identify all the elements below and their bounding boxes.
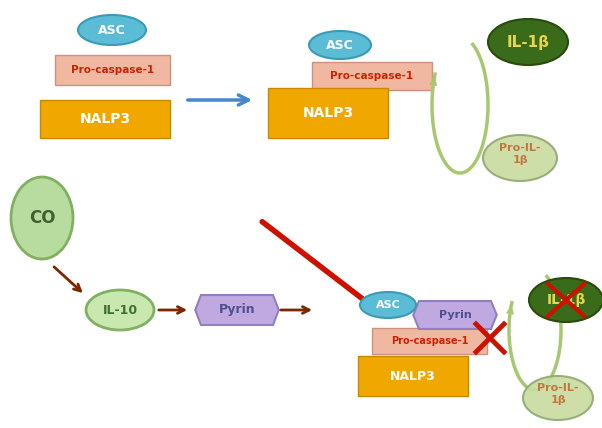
Polygon shape xyxy=(413,301,497,329)
Text: Pro-caspase-1: Pro-caspase-1 xyxy=(391,336,469,346)
Bar xyxy=(40,100,170,138)
Ellipse shape xyxy=(86,290,154,330)
Text: Pro-caspase-1: Pro-caspase-1 xyxy=(72,65,155,75)
Ellipse shape xyxy=(11,177,73,259)
Text: IL-10: IL-10 xyxy=(102,303,138,316)
Text: Pyrin: Pyrin xyxy=(219,303,255,316)
Text: IL-1β: IL-1β xyxy=(546,293,586,307)
Ellipse shape xyxy=(523,376,593,420)
Text: IL-1β: IL-1β xyxy=(506,35,550,50)
Text: Pyrin: Pyrin xyxy=(439,310,471,320)
Bar xyxy=(312,62,432,90)
Polygon shape xyxy=(195,295,279,325)
Text: NALP3: NALP3 xyxy=(302,106,353,120)
Text: ASC: ASC xyxy=(376,300,400,310)
Text: Pro-IL-
1β: Pro-IL- 1β xyxy=(537,383,579,405)
Bar xyxy=(268,88,388,138)
Text: NALP3: NALP3 xyxy=(79,112,131,126)
Bar xyxy=(372,328,487,354)
Text: NALP3: NALP3 xyxy=(390,369,436,383)
Ellipse shape xyxy=(78,15,146,45)
Bar xyxy=(358,356,468,396)
Ellipse shape xyxy=(483,135,557,181)
Ellipse shape xyxy=(488,19,568,65)
Text: CO: CO xyxy=(29,209,55,227)
Ellipse shape xyxy=(309,31,371,59)
Ellipse shape xyxy=(360,292,416,318)
Text: Pro-IL-
1β: Pro-IL- 1β xyxy=(499,143,541,165)
Ellipse shape xyxy=(529,278,602,322)
Text: ASC: ASC xyxy=(326,39,354,51)
Bar xyxy=(55,55,170,85)
Text: Pro-caspase-1: Pro-caspase-1 xyxy=(330,71,414,81)
Text: ASC: ASC xyxy=(98,24,126,36)
